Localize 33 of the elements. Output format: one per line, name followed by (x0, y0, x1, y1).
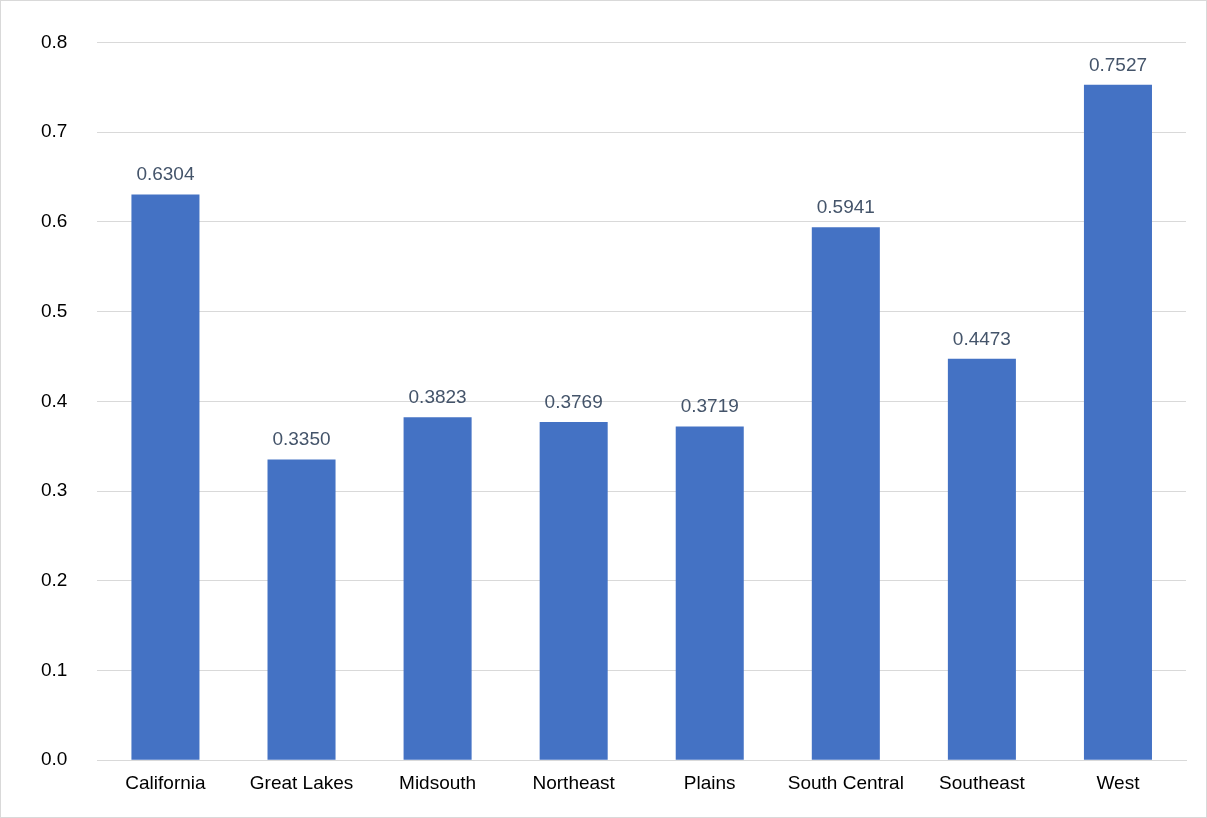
data-label: 0.3823 (408, 385, 467, 407)
bar (267, 459, 336, 760)
bar (811, 227, 880, 760)
bar (131, 194, 200, 760)
y-tick-label: 0.6 (40, 210, 68, 232)
x-tick-label: Northeast (532, 771, 616, 793)
bar (403, 417, 472, 760)
data-label: 0.3769 (544, 390, 603, 412)
y-tick-label: 0.0 (40, 748, 68, 770)
bar (539, 422, 608, 760)
data-label: 0.3350 (272, 428, 331, 450)
y-tick-label: 0.5 (40, 299, 68, 321)
x-tick-label: Midsouth (399, 771, 477, 793)
x-tick-label: Plains (683, 771, 736, 793)
x-tick-label: Southeast (939, 771, 1026, 793)
y-tick-label: 0.2 (40, 568, 68, 590)
y-tick-label: 0.4 (40, 389, 68, 411)
data-label: 0.6304 (136, 163, 195, 185)
x-tick-label: South Central (787, 771, 904, 793)
bar (947, 358, 1016, 760)
x-tick-label: California (125, 771, 207, 793)
y-tick-label: 0.1 (40, 658, 68, 680)
data-label: 0.4473 (952, 327, 1011, 349)
y-tick-label: 0.8 (40, 30, 68, 52)
x-tick-label: West (1096, 771, 1141, 793)
x-tick-label: Great Lakes (249, 771, 354, 793)
y-tick-label: 0.3 (40, 479, 68, 501)
data-label: 0.3719 (680, 395, 739, 417)
y-tick-label: 0.7 (40, 120, 68, 142)
data-label: 0.5941 (816, 195, 875, 217)
data-label: 0.7527 (1088, 53, 1148, 75)
bar (1083, 84, 1152, 760)
bar (675, 426, 744, 760)
